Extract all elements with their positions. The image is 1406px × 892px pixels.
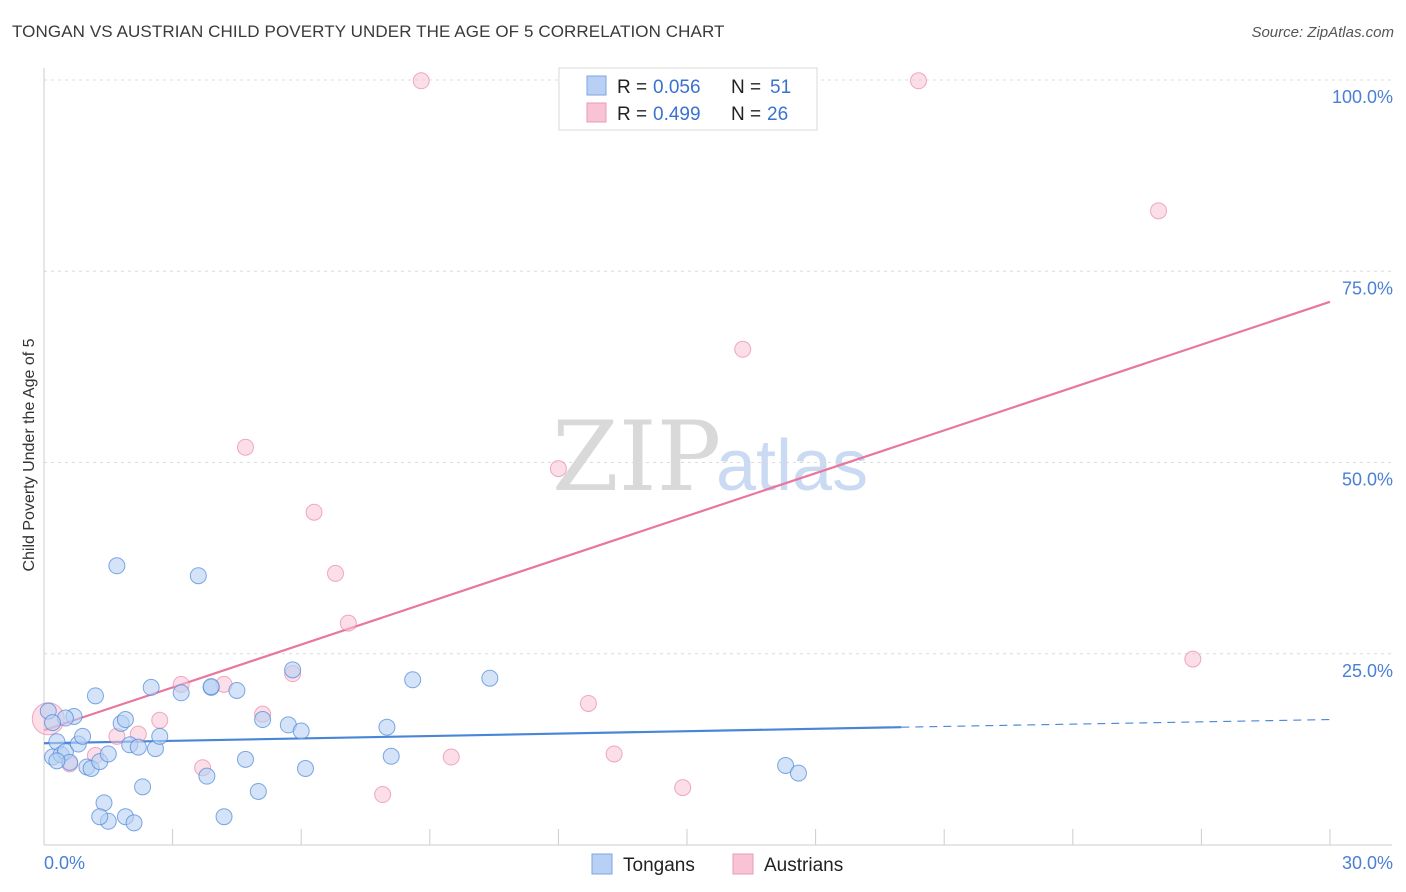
top-legend: R = 0.056 N = 51 R = 0.499 N = 26 (558, 67, 818, 131)
point-austrians (339, 614, 357, 632)
point-austrians (579, 694, 597, 712)
watermark-atlas: atlas (716, 426, 868, 506)
point-austrians (734, 340, 752, 358)
legend-swatch-austrians (586, 102, 607, 123)
watermark-zip: ZIP (552, 401, 721, 513)
gridlines (44, 79, 1392, 655)
legend-swatch-tongans (586, 75, 607, 96)
point-tongans (151, 727, 169, 745)
point-tongans (215, 808, 233, 826)
y-tick-label: 75.0% (1342, 278, 1393, 298)
point-tongans (172, 684, 190, 702)
legend-n-label-tongans: N = (731, 77, 761, 98)
legend-r-label-tongans: R = (617, 77, 647, 98)
point-austrians (326, 564, 344, 582)
bottom-legend-label-austrians: Austrians (764, 855, 843, 876)
y-axis-label: Child Poverty Under the Age of 5 (21, 338, 38, 571)
point-tongans (99, 745, 117, 763)
point-tongans (378, 718, 396, 736)
data-points (31, 72, 1202, 832)
point-austrians (305, 503, 323, 521)
point-austrians (549, 460, 567, 478)
legend-n-value-tongans: 51 (770, 77, 791, 98)
bottom-legend: Tongans Austrians (591, 853, 843, 876)
point-austrians (1184, 650, 1202, 668)
bottom-legend-swatch-tongans (591, 853, 613, 875)
source-credit: Source: ZipAtlas.com (1251, 24, 1394, 41)
point-tongans (292, 722, 310, 740)
point-tongans (134, 778, 152, 796)
legend-r-label-austrians: R = (617, 104, 647, 125)
point-tongans (189, 567, 207, 585)
point-tongans (142, 678, 160, 696)
point-tongans (404, 671, 422, 689)
legend-r-value-austrians: 0.499 (653, 104, 701, 125)
point-tongans (236, 750, 254, 768)
trendline-austrians (43, 300, 1331, 732)
point-austrians (909, 72, 927, 90)
trendline-tongans-extension (901, 718, 1331, 728)
trendlines (43, 300, 1331, 745)
point-tongans (481, 669, 499, 687)
tick-labels: 25.0% 50.0% 75.0% 100.0% 0.0% 30.0% (44, 87, 1393, 873)
point-tongans (249, 782, 267, 800)
y-tick-label: 25.0% (1342, 661, 1393, 681)
point-tongans (48, 752, 66, 770)
point-tongans (116, 711, 134, 729)
point-tongans (91, 808, 109, 826)
point-tongans (382, 747, 400, 765)
trendline-tongans (43, 726, 902, 745)
chart-title: TONGAN VS AUSTRIAN CHILD POVERTY UNDER T… (12, 22, 725, 41)
point-tongans (789, 764, 807, 782)
x-tick-label: 30.0% (1342, 853, 1393, 873)
point-tongans (228, 681, 246, 699)
point-tongans (198, 767, 216, 785)
legend-n-value-austrians: 26 (767, 104, 788, 125)
point-austrians (151, 711, 169, 729)
point-tongans (86, 687, 104, 705)
point-tongans (296, 760, 314, 777)
x-tick-label: 0.0% (44, 853, 85, 873)
y-tick-label: 100.0% (1332, 87, 1393, 107)
point-austrians (1150, 202, 1168, 220)
point-austrians (374, 786, 392, 804)
y-tick-label: 50.0% (1342, 470, 1393, 490)
point-austrians (412, 72, 430, 90)
point-austrians (442, 748, 460, 766)
bottom-legend-swatch-austrians (732, 853, 754, 875)
point-austrians (674, 779, 692, 797)
legend-n-label-austrians: N = (731, 104, 761, 125)
point-austrians (236, 438, 254, 456)
point-tongans (74, 727, 92, 745)
point-tongans (125, 814, 143, 832)
point-tongans (44, 714, 62, 732)
point-tongans (202, 678, 220, 696)
point-tongans (108, 557, 126, 575)
point-tongans (777, 756, 795, 774)
point-austrians (605, 745, 623, 763)
point-tongans (284, 661, 302, 679)
bottom-legend-label-tongans: Tongans (623, 855, 695, 876)
point-tongans (129, 738, 147, 756)
point-tongans (254, 711, 272, 729)
legend-r-value-tongans: 0.056 (653, 77, 701, 98)
